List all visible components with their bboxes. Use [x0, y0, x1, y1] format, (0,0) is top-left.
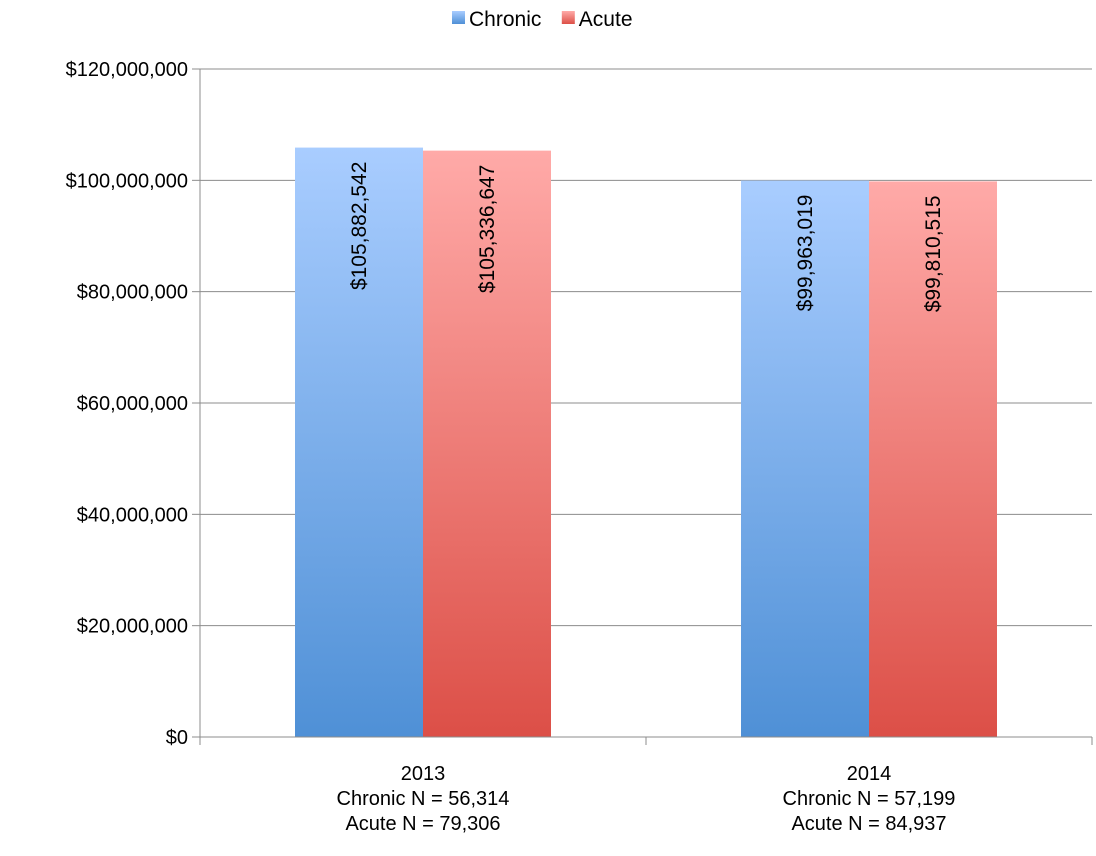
bar-chronic-2014	[741, 180, 869, 738]
x-tick-label: 2013 Chronic N = 56,314 Acute N = 79,306	[337, 763, 510, 835]
legend-item-chronic: Chronic	[452, 8, 541, 31]
x-axis: 2013 Chronic N = 56,314 Acute N = 79,306 20…	[199, 736, 1093, 835]
legend-label: Chronic	[469, 8, 541, 31]
legend-item-acute: Acute	[561, 8, 633, 31]
bar-acute-2014	[869, 181, 997, 738]
data-label: $105,882,542	[348, 162, 371, 290]
bar-acute-2013	[423, 150, 551, 738]
y-tick-label: $100,000,000	[66, 170, 188, 192]
x-tick-label: 2014 Chronic N = 57,199 Acute N = 84,937	[783, 763, 956, 835]
y-axis: $0 $20,000,000 $40,000,000 $60,000,000 $80,0…	[66, 59, 201, 749]
y-tick-label: $120,000,000	[66, 59, 188, 81]
data-label: $99,963,019	[794, 195, 817, 312]
y-tick-label: $0	[166, 727, 188, 749]
y-tick-label: $80,000,000	[77, 282, 188, 304]
data-label: $99,810,515	[922, 195, 945, 312]
y-tick-label: $40,000,000	[77, 504, 188, 526]
legend-swatch	[452, 11, 465, 24]
legend-label: Acute	[579, 8, 633, 31]
legend-swatch	[561, 11, 575, 24]
y-tick-label: $60,000,000	[77, 393, 188, 415]
bars: $105,882,542 $105,336,647 $99,963,019 $99,8…	[295, 147, 997, 738]
legend: Chronic Acute	[452, 8, 633, 31]
bar-chronic-2013	[295, 147, 423, 738]
y-tick-label: $20,000,000	[77, 616, 188, 638]
data-label: $105,336,647	[476, 165, 499, 293]
